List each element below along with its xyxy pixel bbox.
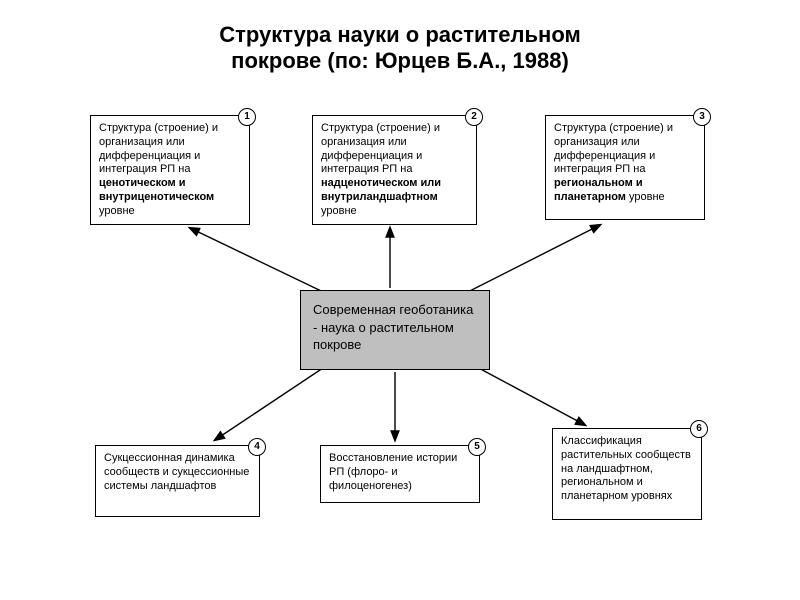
node-text-segment: Восстановление истории РП (флоро- и фило… — [329, 452, 457, 492]
node-box-1: Структура (строение) и организация или д… — [90, 115, 250, 225]
node-badge-2: 2 — [465, 108, 483, 126]
node-text-segment: ценотическом и внутриценотическом — [99, 177, 214, 203]
node-badge-6: 6 — [690, 420, 708, 438]
node-badge-3: 3 — [693, 108, 711, 126]
title-line-2: покрове (по: Юрцев Б.А., 1988) — [0, 48, 800, 74]
node-text-segment: уровне — [321, 205, 357, 217]
center-node-text: Современная геоботаника - наука о растит… — [313, 302, 473, 352]
node-box-6: Классификация растительных сообществ на … — [552, 428, 702, 520]
node-text-segment: Структура (строение) и организация или д… — [99, 122, 218, 175]
node-box-2: Структура (строение) и организация или д… — [312, 115, 477, 225]
node-box-3: Структура (строение) и организация или д… — [545, 115, 705, 220]
arrow-3 — [452, 225, 600, 300]
node-badge-4: 4 — [248, 438, 266, 456]
node-badge-5: 5 — [468, 438, 486, 456]
title-line-1: Структура науки о растительном — [0, 22, 800, 48]
node-text-segment: уровне — [626, 191, 665, 203]
diagram-canvas: Структура науки о растительномпокрове (п… — [0, 0, 800, 600]
node-text-segment: Классификация растительных сообществ на … — [561, 435, 691, 502]
node-text-segment: Сукцессионная динамика сообществ и сукце… — [104, 452, 249, 492]
node-text-segment: уровне — [99, 205, 135, 217]
node-box-4: Сукцессионная динамика сообществ и сукце… — [95, 445, 260, 517]
diagram-title: Структура науки о растительномпокрове (п… — [0, 22, 800, 75]
node-text-segment: Структура (строение) и организация или д… — [321, 122, 440, 175]
node-text-segment: Структура (строение) и организация или д… — [554, 122, 673, 175]
node-text-segment: надценотическом или внутриландшафтном — [321, 177, 441, 203]
node-badge-1: 1 — [238, 108, 256, 126]
node-box-5: Восстановление истории РП (флоро- и фило… — [320, 445, 480, 503]
arrow-4 — [215, 360, 335, 440]
center-node: Современная геоботаника - наука о растит… — [300, 290, 490, 370]
